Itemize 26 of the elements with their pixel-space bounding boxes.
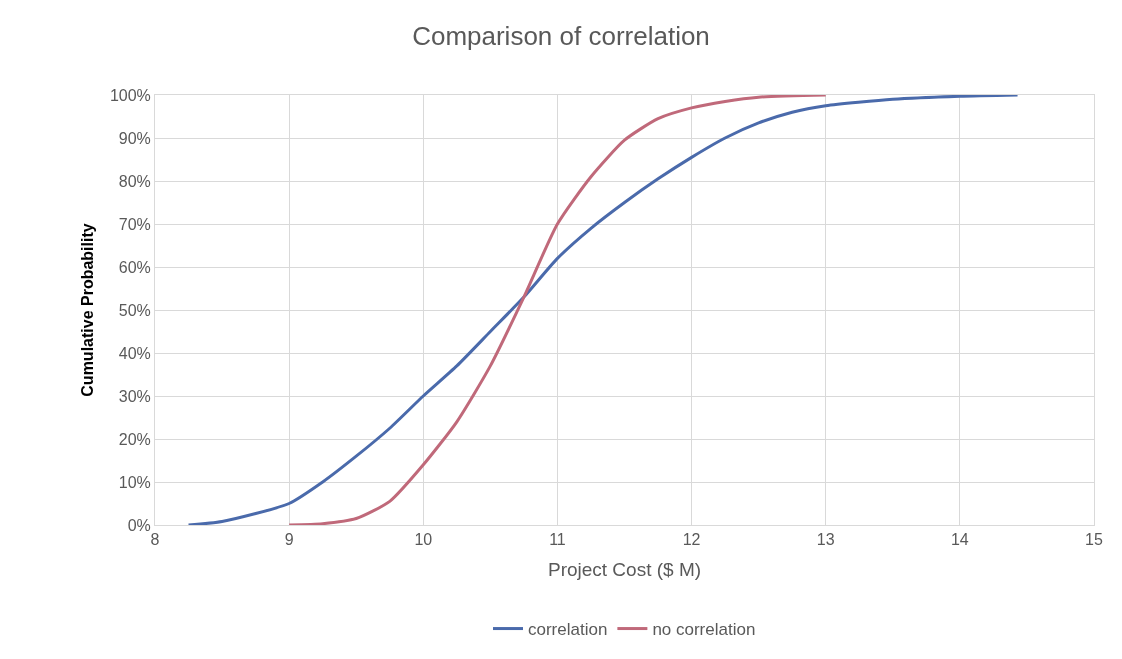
y-tick-label: 60% (118, 258, 151, 276)
y-tick-label: 0% (127, 516, 151, 534)
x-tick-label: 15 (1085, 531, 1103, 549)
y-tick-label: 100% (109, 86, 151, 104)
x-tick-label: 12 (682, 531, 701, 549)
y-axis-title: Cumulative Probability (78, 223, 96, 397)
y-tick-label: 20% (118, 430, 151, 448)
legend-label: correlation (528, 620, 608, 640)
y-tick-label: 30% (118, 387, 151, 405)
x-tick-label: 9 (284, 531, 294, 549)
y-tick-label: 50% (118, 301, 151, 319)
line-series (187, 95, 1020, 525)
line-series (287, 95, 828, 525)
y-tick-label: 40% (118, 344, 151, 362)
x-axis-title: Project Cost ($ M) (547, 559, 702, 580)
x-tick-label: 13 (816, 531, 835, 549)
x-tick-label: 10 (414, 531, 433, 549)
chart-title: Comparison of correlation (412, 20, 710, 51)
x-tick-label: 14 (950, 531, 969, 549)
y-tick-label: 70% (118, 215, 151, 233)
y-tick-label: 10% (118, 473, 151, 491)
x-tick-label: 11 (549, 531, 566, 549)
y-tick-label: 80% (118, 172, 151, 190)
y-tick-label: 90% (118, 129, 151, 147)
legend-label: no correlation (652, 620, 756, 640)
x-tick-label: 8 (150, 531, 160, 549)
